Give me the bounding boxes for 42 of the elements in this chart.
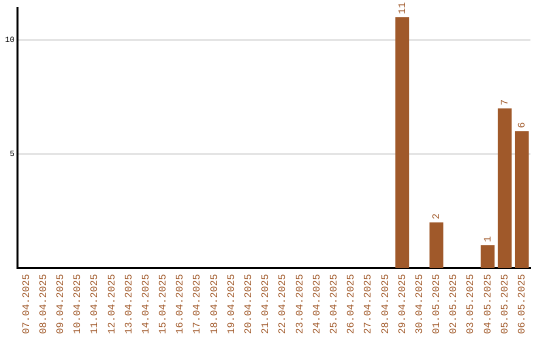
x-tick-label: 05.05.2025 [500, 274, 512, 334]
x-tick-label: 17.04.2025 [192, 274, 204, 334]
x-tick-label: 06.05.2025 [518, 274, 529, 334]
x-tick-label: 09.04.2025 [56, 274, 67, 334]
data-label: 11 [398, 2, 409, 14]
x-tick-label: 24.04.2025 [312, 274, 324, 334]
x-tick-label: 04.05.2025 [483, 274, 494, 334]
bar [429, 222, 444, 268]
x-tick-label: 21.04.2025 [261, 274, 272, 334]
x-tick-label: 03.05.2025 [466, 274, 478, 334]
data-label: 6 [518, 122, 529, 128]
x-tick-label: 23.04.2025 [295, 274, 306, 334]
x-tick-label: 12.04.2025 [107, 274, 118, 334]
x-tick-label: 29.04.2025 [398, 274, 409, 334]
data-label: 7 [500, 99, 512, 106]
x-tick-label: 16.04.2025 [176, 274, 187, 334]
x-tick-label: 08.04.2025 [38, 274, 50, 334]
x-tick-label: 22.04.2025 [278, 274, 290, 334]
data-label: 2 [432, 213, 444, 220]
x-tick-label: 02.05.2025 [449, 274, 460, 334]
x-tick-label: 28.04.2025 [380, 274, 392, 334]
bar [480, 245, 495, 268]
x-tick-label: 20.04.2025 [244, 274, 256, 334]
y-tick-label: 10 [4, 36, 15, 46]
x-tick-label: 10.04.2025 [73, 274, 84, 334]
x-tick-label: 27.04.2025 [364, 274, 375, 334]
x-tick-label: 25.04.2025 [329, 274, 340, 334]
x-tick-label: 30.04.2025 [414, 274, 426, 334]
data-label: 1 [483, 236, 494, 242]
x-tick-label: 14.04.2025 [141, 274, 152, 334]
x-tick-label: 26.04.2025 [346, 274, 358, 334]
x-tick-label: 07.04.2025 [22, 274, 33, 334]
bar [395, 17, 410, 268]
y-tick-label: 5 [10, 150, 15, 160]
bar [514, 131, 529, 268]
x-tick-label: 15.04.2025 [158, 274, 170, 334]
x-tick-label: 18.04.2025 [210, 274, 221, 334]
x-tick-label: 13.04.2025 [124, 274, 136, 334]
bar [498, 108, 512, 268]
x-tick-label: 19.04.2025 [226, 274, 238, 334]
x-tick-label: 11.04.2025 [90, 274, 102, 334]
x-tick-label: 01.05.2025 [432, 274, 444, 334]
